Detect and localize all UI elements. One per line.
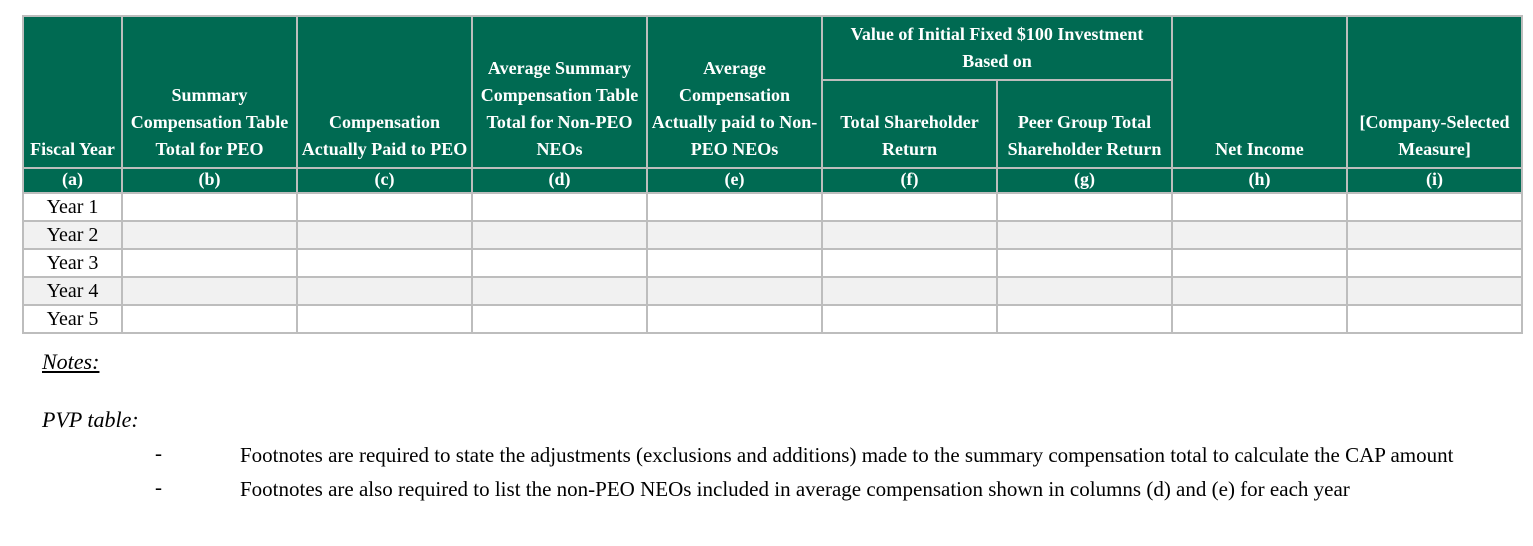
col-header-total-shareholder-return: Total Shareholder Return [821, 79, 998, 169]
data-cell [1171, 192, 1348, 222]
data-cell [821, 276, 998, 306]
data-cell [296, 220, 473, 250]
bullet-dash: - [155, 474, 162, 499]
col-header-avg-cap-non-peo: Average Compensation Actually paid to No… [646, 15, 823, 169]
data-cell [821, 220, 998, 250]
col-header-net-income: Net Income [1171, 15, 1348, 169]
col-header-company-selected-measure: [Company-Selected Measure] [1346, 15, 1523, 169]
list-item: - Footnotes are also required to list th… [155, 475, 1533, 505]
col-header-fiscal-year: Fiscal Year [22, 15, 123, 169]
notes-heading: Notes: [42, 349, 100, 374]
data-cell [1171, 304, 1348, 334]
data-cell [821, 304, 998, 334]
table-row-year-3: Year 3 [22, 248, 1523, 278]
data-cell [1171, 276, 1348, 306]
data-cell [646, 304, 823, 334]
bullet-dash: - [155, 441, 162, 465]
data-cell [646, 248, 823, 278]
data-cell [1346, 220, 1523, 250]
data-cell [646, 192, 823, 222]
fiscal-year-cell: Year 3 [22, 248, 123, 278]
group-header-initial-investment: Value of Initial Fixed $100 Investment B… [821, 15, 1173, 81]
col-letter-h: (h) [1171, 167, 1348, 194]
table-row-year-4: Year 4 [22, 276, 1523, 306]
data-cell [996, 276, 1173, 306]
document-page: Fiscal Year Summary Compensation Table T… [22, 15, 1533, 505]
notes-section: Notes: PVP table: - Footnotes are requir… [22, 334, 1533, 505]
data-cell [296, 192, 473, 222]
bullet-text: Footnotes are also required to list the … [240, 476, 1350, 501]
col-header-peer-group-tsr: Peer Group Total Shareholder Return [996, 79, 1173, 169]
data-cell [121, 248, 298, 278]
data-cell [1171, 220, 1348, 250]
col-letter-g: (g) [996, 167, 1173, 194]
col-letter-f: (f) [821, 167, 998, 194]
data-cell [471, 304, 648, 334]
col-letter-i: (i) [1346, 167, 1523, 194]
data-cell [996, 304, 1173, 334]
data-cell [996, 220, 1173, 250]
data-cell [1346, 248, 1523, 278]
col-header-cap-peo: Compensation Actually Paid to PEO [296, 15, 473, 169]
col-letter-a: (a) [22, 167, 123, 194]
data-cell [471, 248, 648, 278]
data-cell [821, 248, 998, 278]
fiscal-year-cell: Year 1 [22, 192, 123, 222]
data-cell [296, 304, 473, 334]
notes-bullet-list: - Footnotes are required to state the ad… [22, 441, 1533, 505]
col-header-sct-total-peo: Summary Compensation Table Total for PEO [121, 15, 298, 169]
data-cell [121, 304, 298, 334]
table-row-year-5: Year 5 [22, 304, 1523, 334]
data-cell [646, 220, 823, 250]
data-cell [121, 276, 298, 306]
data-cell [1346, 276, 1523, 306]
data-cell [1171, 248, 1348, 278]
table-row-year-2: Year 2 [22, 220, 1523, 250]
fiscal-year-cell: Year 4 [22, 276, 123, 306]
data-cell [1346, 192, 1523, 222]
fiscal-year-cell: Year 5 [22, 304, 123, 334]
pvp-table-subheading: PVP table: [42, 407, 139, 432]
data-cell [121, 220, 298, 250]
data-cell [121, 192, 298, 222]
data-cell [296, 276, 473, 306]
fiscal-year-cell: Year 2 [22, 220, 123, 250]
data-cell [471, 220, 648, 250]
col-letter-d: (d) [471, 167, 648, 194]
col-letter-e: (e) [646, 167, 823, 194]
list-item: - Footnotes are required to state the ad… [155, 441, 1533, 471]
col-letter-b: (b) [121, 167, 298, 194]
data-cell [471, 192, 648, 222]
data-cell [646, 276, 823, 306]
pay-versus-performance-table: Fiscal Year Summary Compensation Table T… [22, 15, 1523, 334]
bullet-text: Footnotes are required to state the adju… [240, 443, 1454, 467]
data-cell [996, 248, 1173, 278]
data-cell [996, 192, 1173, 222]
col-letter-c: (c) [296, 167, 473, 194]
col-header-avg-sct-total-non-peo: Average Summary Compensation Table Total… [471, 15, 648, 169]
data-cell [471, 276, 648, 306]
table-row-year-1: Year 1 [22, 192, 1523, 222]
data-cell [1346, 304, 1523, 334]
data-cell [296, 248, 473, 278]
data-cell [821, 192, 998, 222]
